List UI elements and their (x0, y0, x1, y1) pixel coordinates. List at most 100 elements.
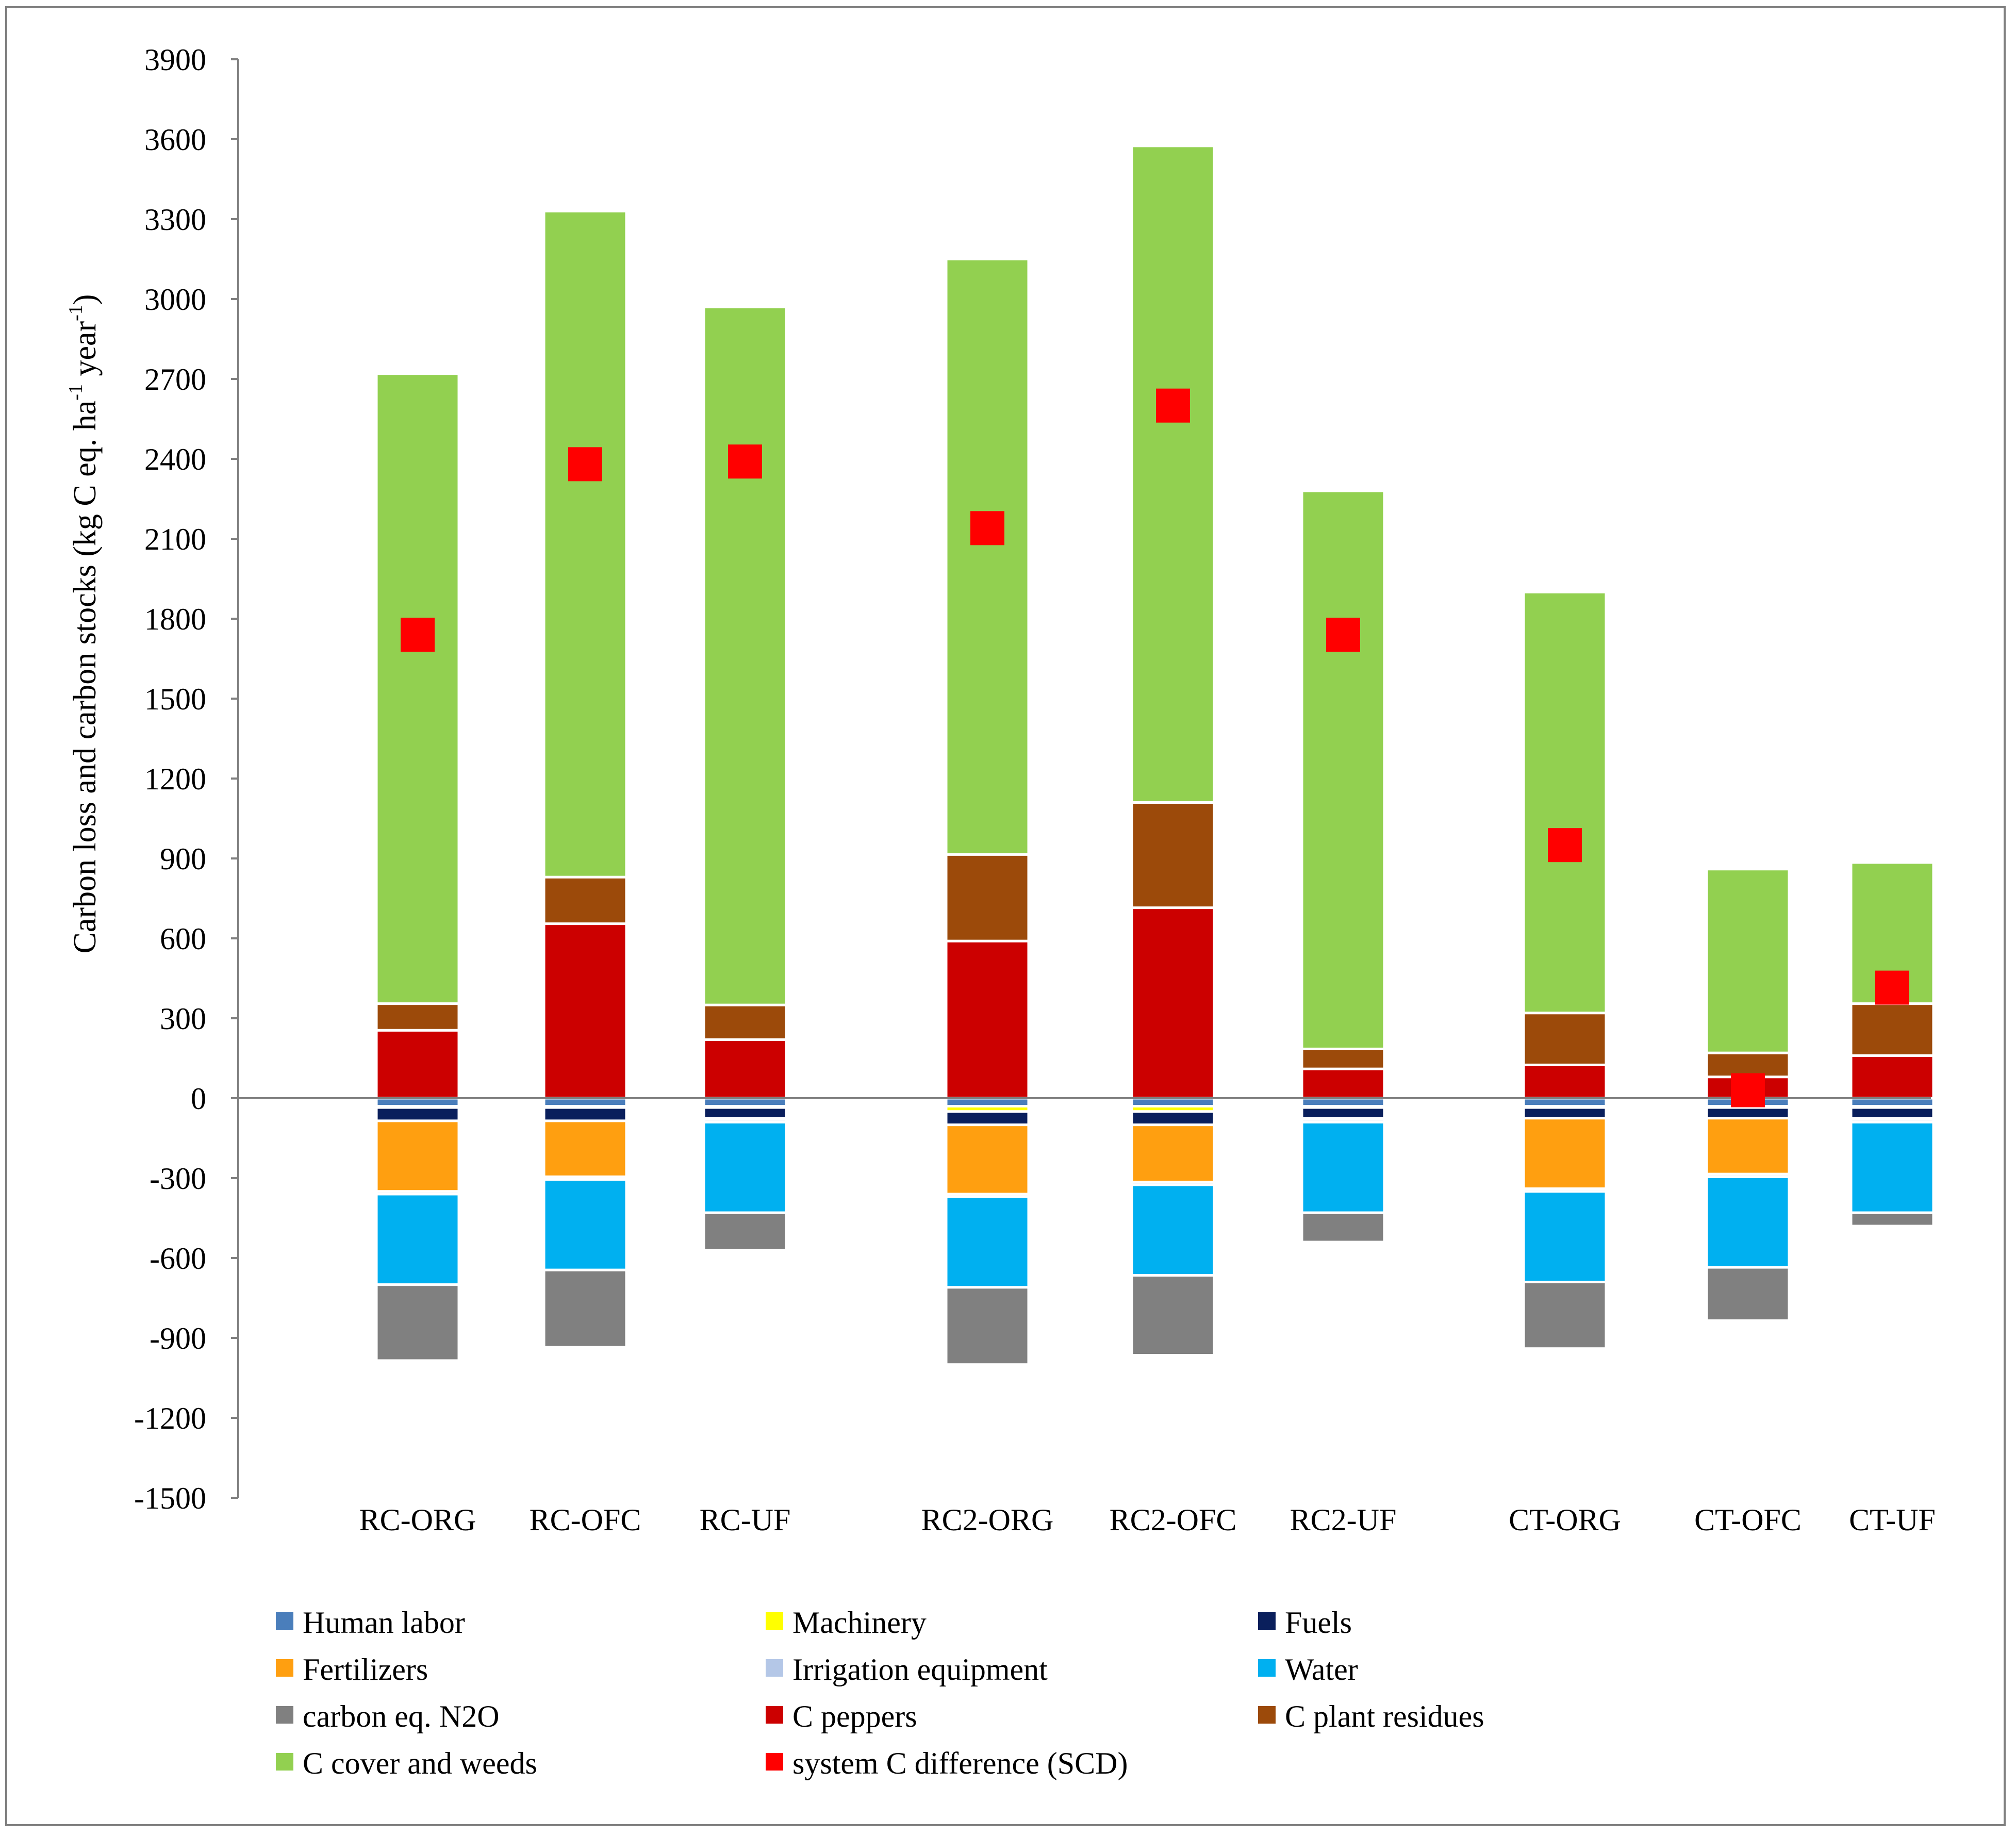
bar-segment (375, 1119, 460, 1193)
bar-segment (375, 1029, 460, 1100)
bar-segment (1705, 1175, 1791, 1269)
category-label: CT-OFC (1694, 1503, 1802, 1537)
bar-segment (375, 372, 460, 1005)
bar-segment (1130, 1110, 1216, 1127)
y-axis-label: Carbon loss and carbon stocks (kg C eq. … (65, 294, 103, 954)
bar-segment (542, 210, 628, 879)
legend-swatch (766, 1706, 783, 1724)
bar-segment (1300, 1106, 1386, 1120)
scd-marker (1731, 1073, 1765, 1107)
bar-segment (945, 258, 1030, 856)
bar-segment (1522, 1106, 1608, 1120)
scd-marker (401, 618, 435, 652)
scd-marker (1875, 970, 1909, 1005)
bar-segment (702, 1038, 788, 1100)
bar-segment (1130, 144, 1216, 804)
legend-swatch (1258, 1612, 1276, 1630)
legend-label: Water (1285, 1652, 1358, 1686)
bar-segment (1130, 906, 1216, 1100)
axes: Carbon loss and carbon stocks (kg C eq. … (65, 59, 239, 1498)
bar-segment (945, 1123, 1030, 1196)
legend-swatch (766, 1612, 783, 1630)
bar-segment (702, 306, 788, 1006)
bar-segment (1849, 1121, 1935, 1214)
y-tick-label: 1500 (144, 682, 206, 716)
bar-segment (1130, 1183, 1216, 1277)
scd-marker (1548, 828, 1582, 863)
scd-marker (728, 444, 762, 479)
y-tick-label: 2700 (144, 362, 206, 396)
y-tick-label: 3900 (144, 43, 206, 77)
bar-segment (1522, 1190, 1608, 1283)
bars (375, 144, 1935, 1366)
bar-segment (1300, 1067, 1386, 1100)
bar-segment (1300, 1047, 1386, 1070)
bar-segment (375, 1002, 460, 1032)
category-label: RC-OFC (530, 1503, 641, 1537)
category-label: RC2-UF (1290, 1503, 1397, 1537)
y-ticks: -1500 -1200 -900 -600 -300 0 300 600 900 1200 1500… (134, 43, 238, 1515)
legend-swatch (766, 1659, 783, 1677)
bar-segment (945, 1110, 1030, 1127)
scd-marker (970, 511, 1004, 545)
legend-swatch (1258, 1659, 1276, 1677)
bar-segment (702, 1121, 788, 1214)
legend-swatch (276, 1612, 293, 1630)
legend-label: system C difference (SCD) (792, 1746, 1128, 1780)
legend-label: C plant residues (1285, 1699, 1484, 1733)
y-tick-label: -900 (150, 1321, 206, 1355)
y-tick-label: 3000 (144, 283, 206, 317)
bar-segment (702, 1106, 788, 1120)
scd-marker (568, 447, 602, 482)
bar-segment (1849, 1002, 1935, 1057)
bar-segment (1849, 1106, 1935, 1120)
bar-segment (945, 1286, 1030, 1366)
bar-segment (1300, 489, 1386, 1050)
legend-label: carbon eq. N2O (303, 1699, 500, 1733)
bar-segment (542, 1119, 628, 1178)
category-labels: RC-ORG RC-OFC RC-UF RC2-ORG RC2-OFC RC2-UF CT-… (359, 1503, 1936, 1537)
bar-segment (702, 1003, 788, 1041)
bar-segment (1705, 1266, 1791, 1322)
category-label: CT-UF (1849, 1503, 1936, 1537)
bar-segment (375, 1106, 460, 1122)
bar-segment (1705, 868, 1791, 1054)
legend: Human labor Machinery Fuels Fertilizers Irri… (276, 1606, 1484, 1780)
y-tick-label: 1200 (144, 762, 206, 796)
bar-segment (542, 875, 628, 925)
legend-label: C peppers (792, 1699, 917, 1733)
y-tick-label: -1500 (134, 1481, 206, 1515)
bar-segment (1130, 1123, 1216, 1184)
legend-label: Machinery (792, 1606, 927, 1640)
legend-swatch (276, 1753, 293, 1771)
y-tick-label: 300 (160, 1002, 206, 1036)
bar-segment (945, 1195, 1030, 1289)
bar-segment (375, 1193, 460, 1286)
legend-label: Fuels (1285, 1606, 1352, 1640)
category-label: RC2-OFC (1110, 1503, 1237, 1537)
bar-segment (1522, 590, 1608, 1015)
category-label: RC2-ORG (921, 1503, 1054, 1537)
bar-segment (542, 1106, 628, 1122)
bar-segment (1705, 1117, 1791, 1176)
scd-markers (401, 388, 1909, 1107)
bar-segment (1130, 1274, 1216, 1357)
legend-label: Human labor (303, 1606, 465, 1640)
y-tick-label: 2400 (144, 442, 206, 476)
legend-swatch (276, 1706, 293, 1724)
bar-segment (945, 939, 1030, 1100)
legend-label: Fertilizers (303, 1652, 428, 1686)
y-tick-label: 0 (191, 1082, 206, 1116)
category-label: CT-ORG (1509, 1503, 1621, 1537)
scd-marker (1156, 388, 1190, 423)
y-tick-label: 900 (160, 842, 206, 876)
y-tick-label: -1200 (134, 1401, 206, 1435)
bar-segment (945, 853, 1030, 942)
bar-segment (542, 922, 628, 1100)
y-tick-label: -600 (150, 1242, 206, 1276)
bar-segment (375, 1283, 460, 1362)
category-label: RC-UF (700, 1503, 791, 1537)
legend-label: C cover and weeds (303, 1746, 537, 1780)
scd-marker (1326, 618, 1360, 652)
chart-frame (5, 6, 2006, 1826)
